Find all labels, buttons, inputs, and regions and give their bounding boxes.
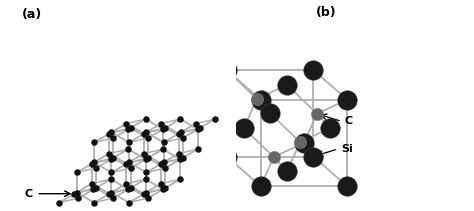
- Point: [283, 170, 291, 173]
- Point: [223, 155, 231, 158]
- Point: [127, 187, 134, 190]
- Point: [223, 68, 231, 72]
- Point: [240, 126, 247, 130]
- Point: [123, 182, 130, 185]
- Point: [296, 141, 304, 144]
- Point: [91, 161, 98, 164]
- Point: [107, 178, 115, 181]
- Point: [159, 127, 167, 131]
- Text: (a): (a): [21, 8, 42, 22]
- Point: [107, 158, 115, 161]
- Point: [157, 182, 165, 185]
- Point: [142, 191, 150, 194]
- Point: [194, 147, 201, 151]
- Point: [196, 126, 204, 130]
- Point: [109, 136, 117, 140]
- Point: [162, 166, 169, 170]
- Point: [123, 162, 130, 165]
- Point: [71, 192, 78, 195]
- Point: [105, 152, 113, 155]
- Point: [123, 122, 130, 125]
- Point: [159, 188, 167, 191]
- Point: [253, 97, 261, 101]
- Point: [176, 178, 184, 181]
- Point: [211, 118, 219, 121]
- Point: [343, 184, 351, 188]
- Text: (b): (b): [316, 6, 337, 19]
- Point: [327, 126, 334, 130]
- Point: [108, 191, 115, 194]
- Point: [310, 155, 317, 158]
- Point: [157, 162, 165, 165]
- Point: [109, 156, 117, 160]
- Point: [257, 98, 264, 101]
- Point: [140, 152, 147, 155]
- Point: [179, 156, 186, 160]
- Point: [177, 131, 185, 134]
- Point: [88, 182, 96, 185]
- Point: [140, 192, 147, 195]
- Point: [105, 192, 113, 195]
- Point: [75, 196, 82, 200]
- Point: [313, 112, 321, 115]
- Point: [283, 83, 291, 87]
- Point: [124, 147, 132, 151]
- Point: [157, 122, 165, 125]
- Point: [144, 136, 152, 140]
- Point: [140, 132, 147, 135]
- Point: [109, 196, 117, 200]
- Point: [73, 191, 81, 194]
- Point: [105, 132, 113, 135]
- Point: [91, 201, 98, 204]
- Point: [90, 188, 97, 191]
- Point: [310, 68, 317, 72]
- Point: [300, 141, 308, 145]
- Point: [92, 187, 100, 190]
- Point: [124, 127, 132, 131]
- Point: [176, 158, 184, 161]
- Point: [108, 131, 115, 134]
- Point: [127, 166, 134, 170]
- Point: [142, 158, 149, 161]
- Point: [192, 122, 200, 125]
- Point: [91, 141, 98, 144]
- Point: [175, 132, 182, 135]
- Point: [142, 171, 150, 174]
- Point: [162, 187, 169, 190]
- Text: Si: Si: [341, 144, 353, 154]
- Point: [179, 136, 186, 140]
- Point: [194, 127, 201, 131]
- Point: [125, 141, 133, 144]
- Point: [176, 118, 184, 121]
- Point: [160, 141, 167, 144]
- Point: [257, 184, 264, 188]
- Text: C: C: [24, 189, 32, 199]
- Point: [175, 152, 182, 155]
- Point: [144, 196, 152, 200]
- Point: [108, 171, 115, 174]
- Point: [142, 118, 149, 121]
- Point: [125, 161, 133, 164]
- Point: [266, 112, 274, 115]
- Point: [127, 126, 134, 130]
- Point: [55, 201, 63, 204]
- Point: [92, 166, 100, 170]
- Point: [88, 162, 96, 165]
- Text: C: C: [345, 116, 353, 126]
- Point: [125, 201, 133, 204]
- Point: [124, 188, 132, 191]
- Point: [162, 126, 169, 130]
- Point: [142, 178, 149, 181]
- Point: [142, 131, 150, 134]
- Point: [270, 155, 278, 159]
- Point: [343, 98, 351, 101]
- Point: [159, 147, 167, 151]
- Point: [73, 171, 81, 174]
- Point: [144, 156, 152, 160]
- Point: [160, 161, 167, 164]
